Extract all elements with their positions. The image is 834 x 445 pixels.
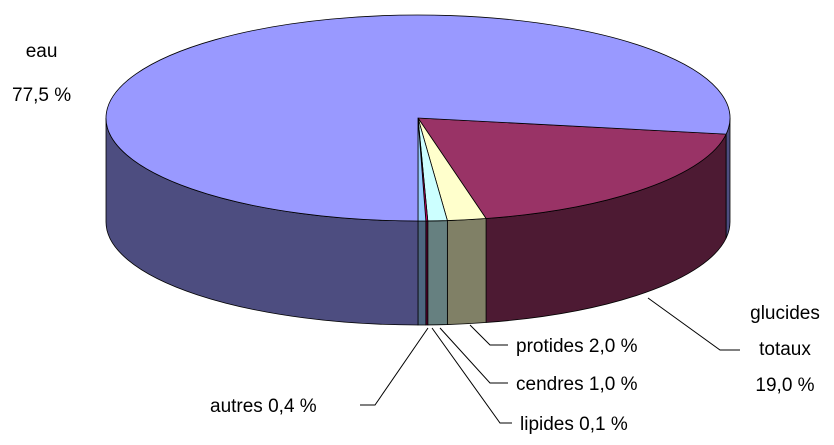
category-label: lipides — [520, 414, 574, 435]
category-label: protides — [516, 336, 584, 357]
category-label: eau — [25, 41, 58, 62]
slice-label: protides 2,0 % — [516, 330, 637, 363]
value-label: 1,0 % — [588, 374, 638, 395]
value-label: 19,0 % — [755, 375, 815, 396]
value-label: 0,1 % — [579, 414, 628, 435]
leader-line — [647, 297, 740, 351]
slice — [417, 117, 727, 219]
value-label: 77,5 % — [12, 85, 72, 106]
leader-line — [360, 327, 429, 406]
leader-line — [469, 324, 508, 346]
slice-label: eau 77,5 % — [12, 30, 71, 118]
leader-line — [439, 327, 508, 384]
category-label: autres — [210, 396, 263, 417]
slice-label: glucides totaux 19,0 % — [737, 296, 833, 404]
slice-label: lipides 0,1 % — [520, 408, 628, 441]
value-label: 2,0 % — [588, 336, 638, 357]
slice-side — [427, 220, 448, 326]
leader-line — [431, 327, 512, 424]
slice-side — [417, 220, 427, 326]
value-label: 0,4 % — [268, 396, 317, 417]
slice — [105, 14, 731, 222]
category-label: cendres — [516, 374, 584, 395]
slice-label: cendres 1,0 % — [516, 368, 637, 401]
slice-label: autres 0,4 % — [210, 390, 317, 423]
slice-side — [725, 117, 731, 239]
slice-side — [446, 218, 487, 325]
category-label: glucides totaux — [750, 303, 820, 360]
